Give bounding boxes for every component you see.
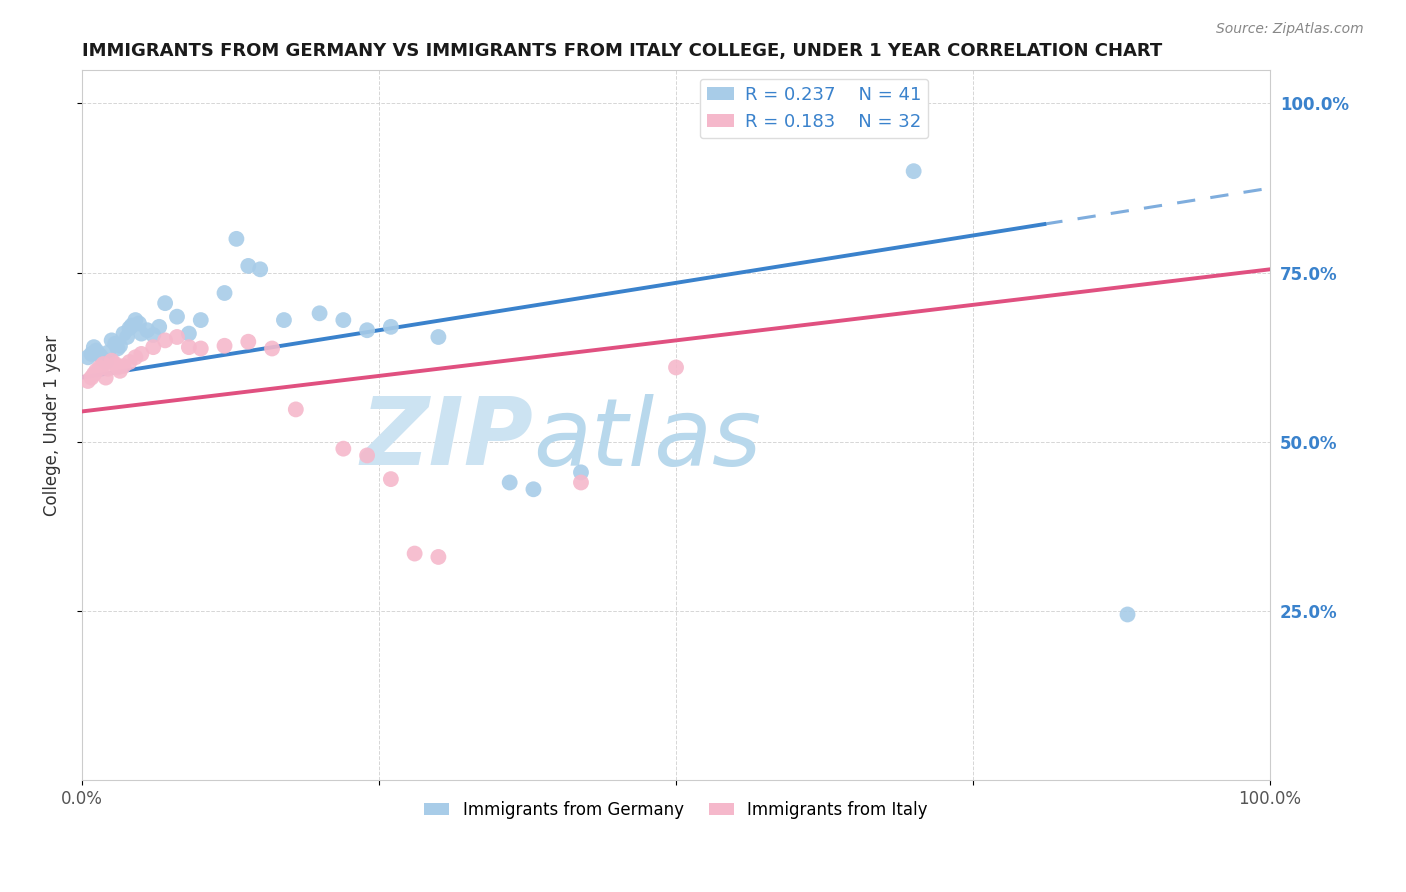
Point: [94, 355, 117, 369]
Point: [238, 334, 260, 349]
Point: [190, 313, 212, 327]
Point: [94, 370, 117, 384]
Point: [427, 549, 450, 564]
Text: Source: ZipAtlas.com: Source: ZipAtlas.com: [1216, 22, 1364, 37]
Legend: Immigrants from Germany, Immigrants from Italy: Immigrants from Germany, Immigrants from…: [418, 794, 934, 825]
Point: [569, 466, 592, 480]
Point: [190, 342, 212, 356]
Point: [404, 547, 426, 561]
Point: [166, 330, 188, 344]
Text: IMMIGRANTS FROM GERMANY VS IMMIGRANTS FROM ITALY COLLEGE, UNDER 1 YEAR CORRELATI: IMMIGRANTS FROM GERMANY VS IMMIGRANTS FR…: [82, 42, 1163, 60]
Point: [136, 323, 159, 337]
Point: [427, 330, 450, 344]
Point: [107, 342, 129, 356]
Point: [249, 262, 271, 277]
Point: [118, 321, 141, 335]
Point: [77, 351, 100, 365]
Point: [177, 326, 200, 341]
Point: [100, 353, 122, 368]
Point: [77, 374, 100, 388]
Point: [112, 359, 135, 373]
Point: [84, 343, 107, 358]
Point: [83, 368, 105, 382]
Point: [83, 340, 105, 354]
Point: [148, 319, 170, 334]
Point: [104, 336, 127, 351]
Point: [380, 319, 402, 334]
Point: [128, 317, 150, 331]
Point: [665, 360, 688, 375]
Point: [97, 345, 120, 359]
Point: [121, 318, 143, 333]
Point: [214, 339, 236, 353]
Point: [380, 472, 402, 486]
Point: [112, 326, 135, 341]
Point: [80, 370, 103, 384]
Point: [308, 306, 330, 320]
Point: [97, 361, 120, 376]
Point: [124, 313, 146, 327]
Point: [177, 340, 200, 354]
Point: [91, 357, 114, 371]
Point: [356, 449, 378, 463]
Point: [238, 259, 260, 273]
Y-axis label: College, Under 1 year: College, Under 1 year: [44, 334, 60, 516]
Text: atlas: atlas: [533, 393, 762, 484]
Point: [89, 360, 111, 375]
Point: [153, 296, 176, 310]
Point: [131, 347, 153, 361]
Text: ZIP: ZIP: [360, 393, 533, 485]
Point: [118, 355, 141, 369]
Point: [124, 351, 146, 365]
Point: [89, 348, 111, 362]
Point: [903, 164, 925, 178]
Point: [214, 285, 236, 300]
Point: [84, 364, 107, 378]
Point: [108, 364, 131, 378]
Point: [91, 352, 114, 367]
Point: [115, 330, 138, 344]
Point: [142, 340, 165, 354]
Point: [332, 442, 354, 456]
Point: [260, 342, 283, 356]
Point: [153, 334, 176, 348]
Point: [166, 310, 188, 324]
Point: [100, 334, 122, 348]
Point: [104, 357, 127, 371]
Point: [273, 313, 295, 327]
Point: [225, 232, 247, 246]
Point: [142, 328, 165, 343]
Point: [284, 402, 307, 417]
Point: [80, 347, 103, 361]
Point: [1116, 607, 1139, 622]
Point: [499, 475, 522, 490]
Point: [131, 326, 153, 341]
Point: [356, 323, 378, 337]
Point: [107, 360, 129, 375]
Point: [522, 483, 544, 497]
Point: [569, 475, 592, 490]
Point: [332, 313, 354, 327]
Point: [108, 339, 131, 353]
